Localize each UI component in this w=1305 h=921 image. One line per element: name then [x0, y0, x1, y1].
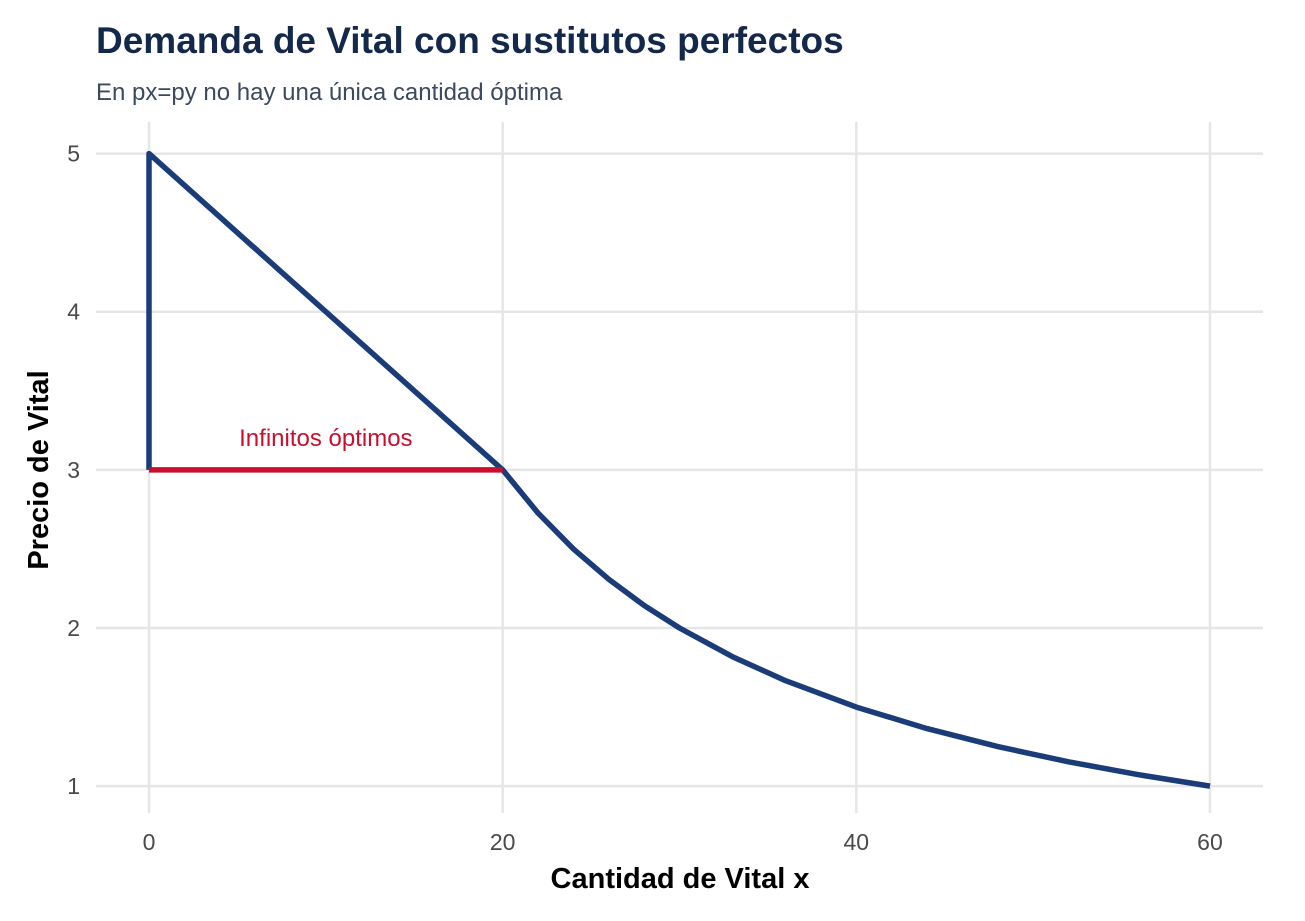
chart-title: Demanda de Vital con sustitutos perfecto…	[96, 20, 844, 61]
x-tick-labels: 0 20 40 60	[143, 829, 1223, 855]
y-tick-label: 5	[67, 141, 80, 167]
x-tick-label: 60	[1197, 829, 1223, 855]
demand-curve-line	[146, 150, 1211, 789]
y-tick-label: 1	[67, 773, 80, 799]
grid-lines	[96, 122, 1263, 813]
annotations: Infinitos óptimos	[239, 425, 412, 452]
y-tick-label: 2	[67, 615, 80, 641]
annotation-label: Infinitos óptimos	[239, 425, 412, 452]
y-axis-title: Precio de Vital	[23, 370, 55, 569]
x-tick-label: 40	[844, 829, 870, 855]
y-tick-label: 3	[67, 457, 80, 483]
x-axis-title: Cantidad de Vital x	[551, 863, 810, 895]
y-tick-label: 4	[67, 299, 80, 325]
x-tick-label: 20	[490, 829, 516, 855]
x-tick-label: 0	[143, 829, 156, 855]
y-tick-labels: 1 2 3 4 5	[67, 141, 80, 799]
series-group	[146, 150, 1211, 789]
chart-subtitle: En px=py no hay una única cantidad óptim…	[96, 79, 563, 106]
